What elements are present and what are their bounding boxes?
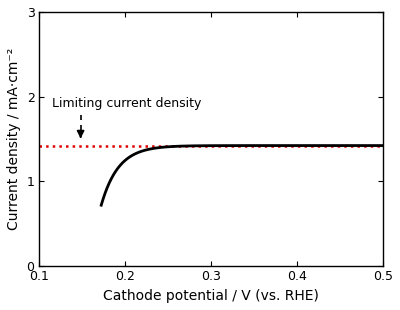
Y-axis label: Current density / mA·cm⁻²: Current density / mA·cm⁻² (7, 48, 21, 230)
X-axis label: Cathode potential / V (vs. RHE): Cathode potential / V (vs. RHE) (103, 289, 319, 303)
Text: Limiting current density: Limiting current density (52, 97, 202, 110)
